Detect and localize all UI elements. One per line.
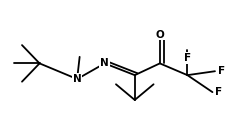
Text: N: N xyxy=(100,58,109,68)
Text: F: F xyxy=(184,53,191,63)
Text: F: F xyxy=(215,87,222,97)
Text: N: N xyxy=(73,74,81,84)
Text: F: F xyxy=(218,66,225,76)
Text: O: O xyxy=(155,30,164,40)
